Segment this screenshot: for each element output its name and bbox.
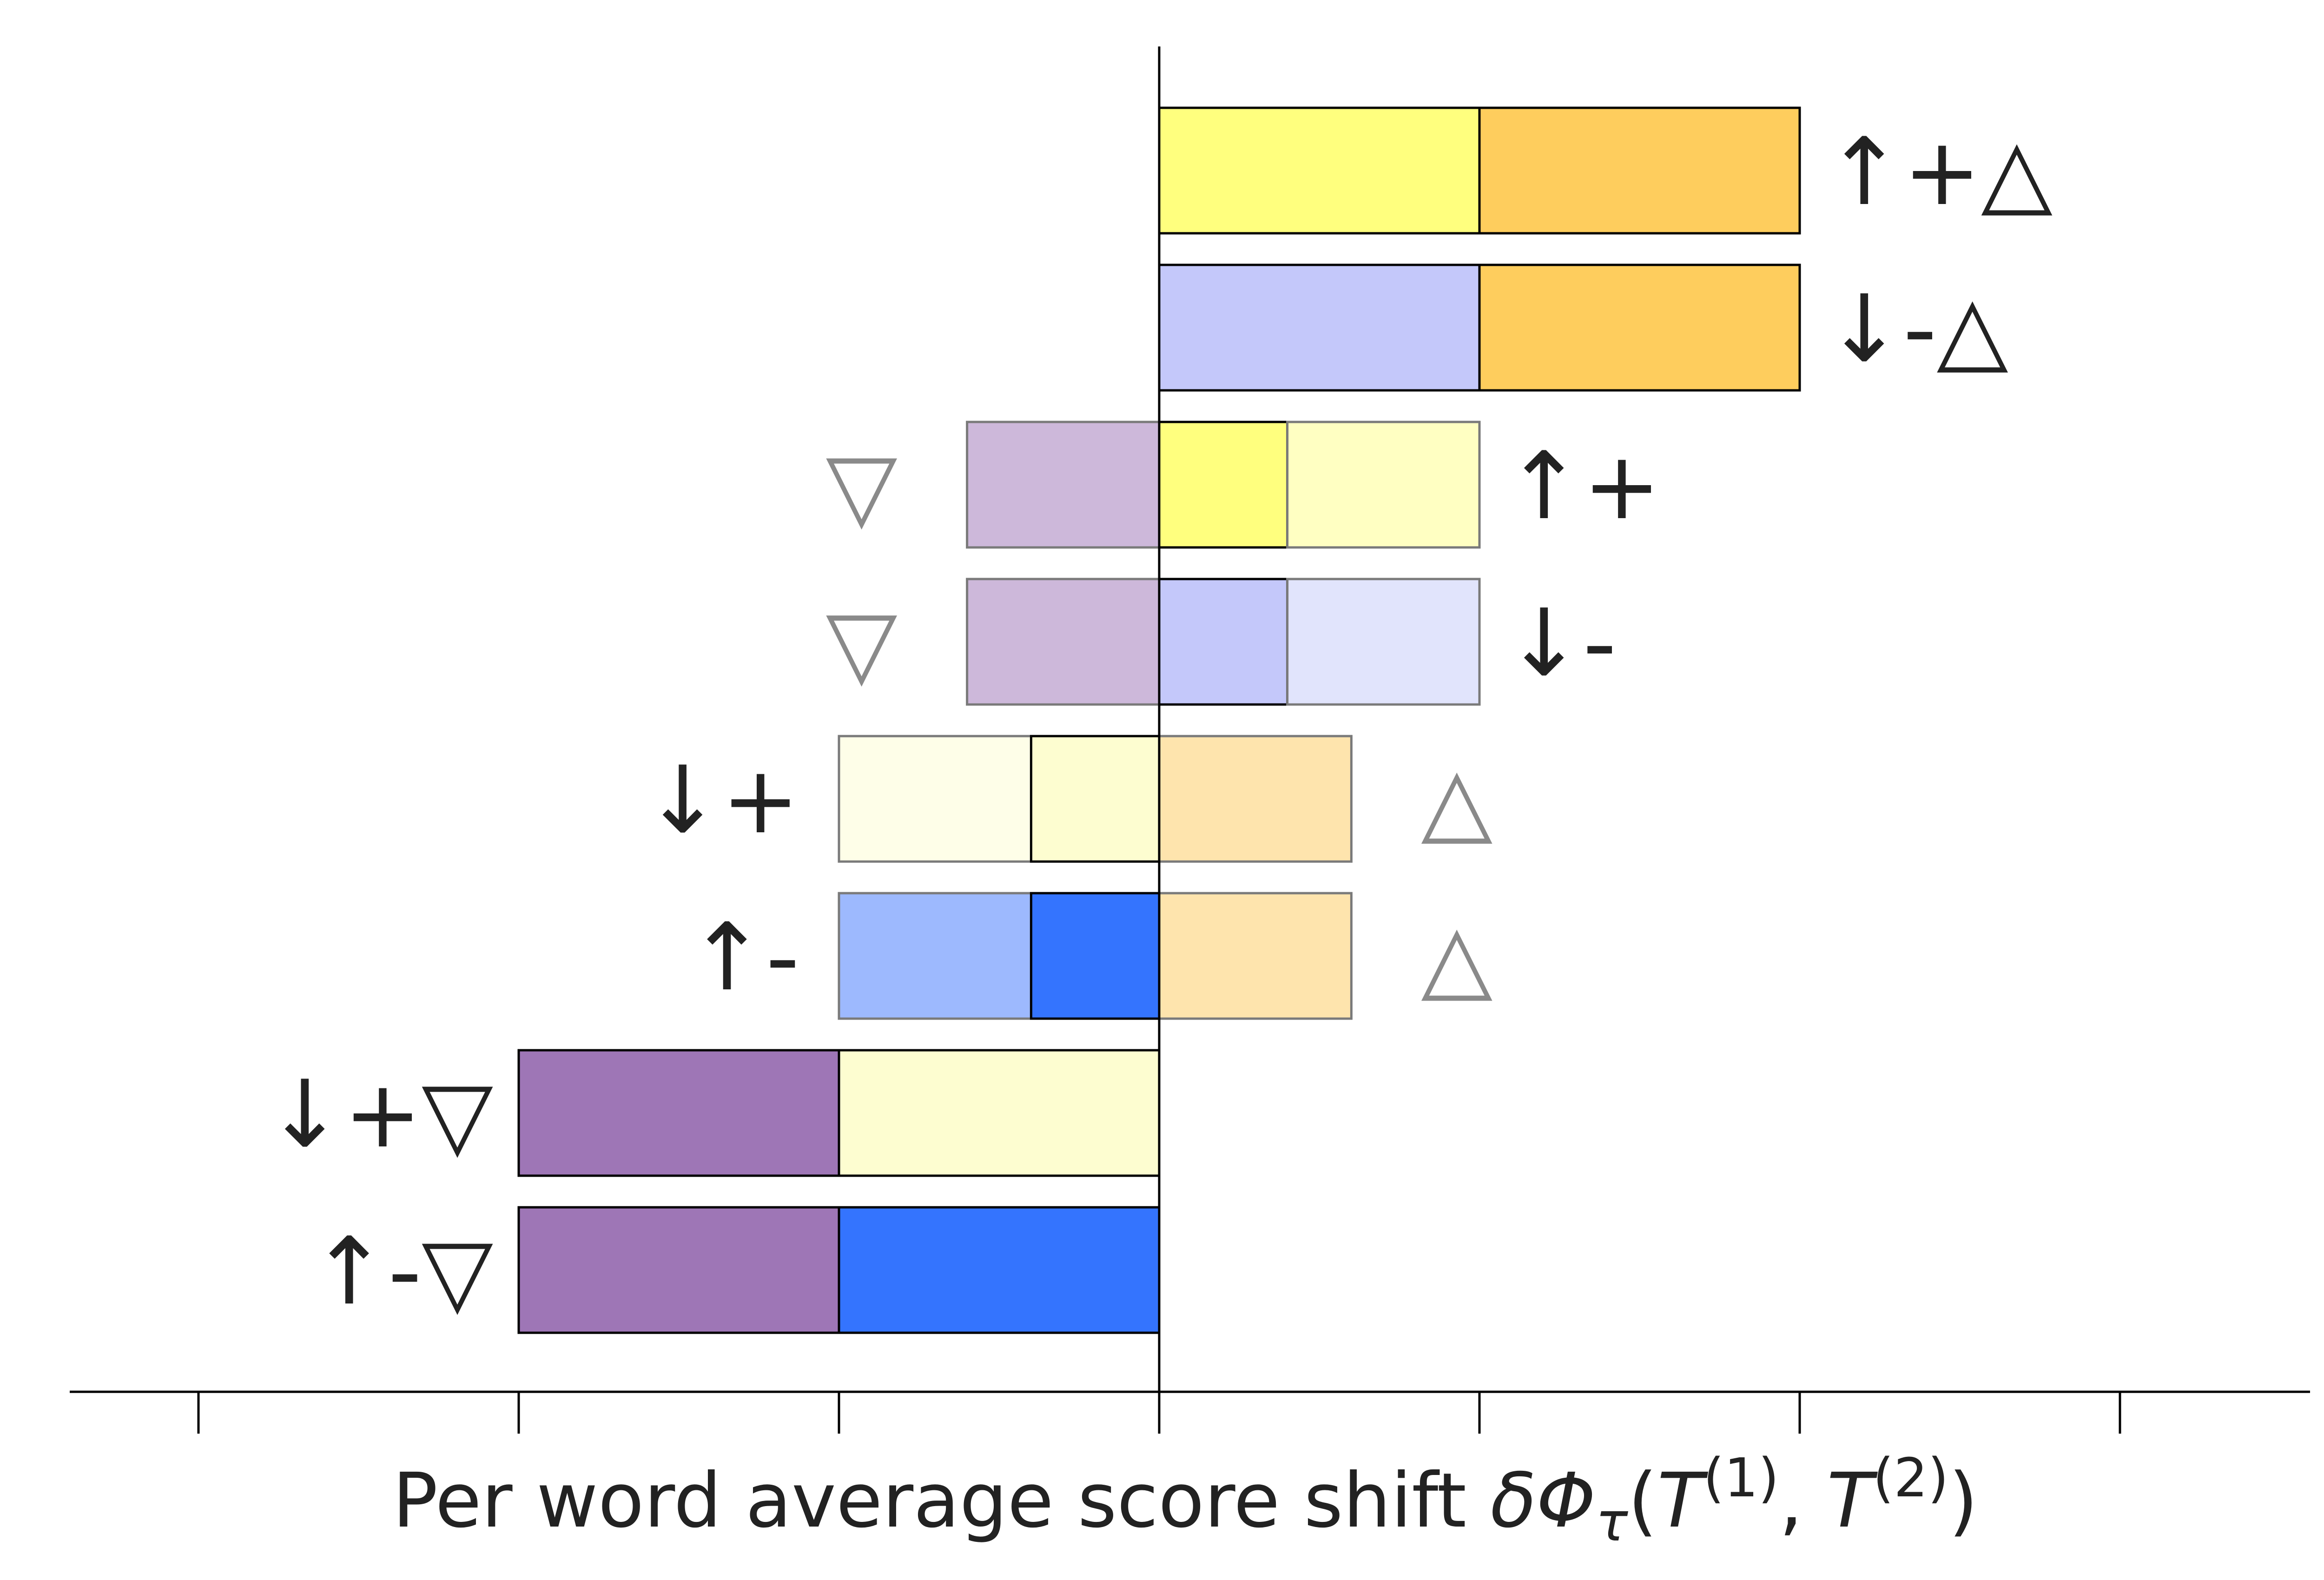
row-label-5: ↓+ [644,746,799,855]
bar-row-4-segment-3 [1286,578,1481,706]
row-label-3: ↑+ [1505,432,1661,540]
bar-row-3-segment-1 [966,421,1161,549]
x-axis-label-delta: δΦ [1491,1457,1596,1545]
x-axis-label-sup1: (1) [1703,1447,1779,1509]
x-ticks-layer [197,1392,2121,1434]
bar-row-8-segment-1 [517,1206,840,1334]
x-axis-label-sub: τ [1596,1491,1628,1554]
bar-row-7-segment-1 [517,1049,840,1177]
row-label-8: ↑-▽ [310,1218,493,1326]
x-axis-label-close: ) [1948,1457,1978,1545]
bar-row-2-segment-2 [1478,263,1801,392]
bar-row-3-segment-3 [1286,421,1481,549]
x-axis-label: Per word average score shift δΦτ(T(1), T… [392,1447,1978,1554]
bar-row-5-segment-2 [1030,735,1161,863]
bar-row-8-segment-2 [838,1206,1161,1334]
row-extra-label-6: △ [1421,903,1492,1012]
bar-row-1-segment-2 [1478,106,1801,235]
bar-row-6-segment-2 [1030,892,1161,1020]
row-label-6: ↑- [688,903,799,1012]
bar-row-7-segment-2 [838,1049,1161,1177]
row-label-2: ↓-△ [1825,275,2008,383]
bar-row-4-segment-2 [1158,578,1289,706]
row-extra-label-5: △ [1421,746,1492,855]
bar-row-6-segment-1 [838,892,1032,1020]
x-axis-label-sup2: (2) [1873,1447,1948,1509]
bars-layer [517,106,1801,1334]
row-label-7: ↓+▽ [266,1060,493,1169]
x-axis-label-t1: T [1657,1457,1709,1545]
bar-row-5-segment-1 [838,735,1032,863]
bar-row-5-segment-3 [1158,735,1353,863]
row-label-4: ↓- [1505,589,1617,698]
x-axis-label-open: ( [1628,1457,1657,1545]
bar-row-3-segment-2 [1158,421,1289,549]
row-label-1: ↑+△ [1825,118,2053,226]
row-extra-label-4: ▽ [826,589,898,698]
x-axis-label-t2: T [1827,1457,1878,1545]
bar-row-6-segment-3 [1158,892,1353,1020]
row-labels-layer: ↑+△↓-△↑+▽↓-▽↓+ △↑- △↓+▽↑-▽ [266,118,2053,1326]
bar-row-1-segment-1 [1158,106,1481,235]
row-extra-label-3: ▽ [826,432,898,540]
x-axis-label-comma: , [1779,1457,1827,1545]
x-axis-label-text: Per word average score shift [392,1457,1490,1545]
bar-row-2-segment-1 [1158,263,1481,392]
bar-row-4-segment-1 [966,578,1161,706]
